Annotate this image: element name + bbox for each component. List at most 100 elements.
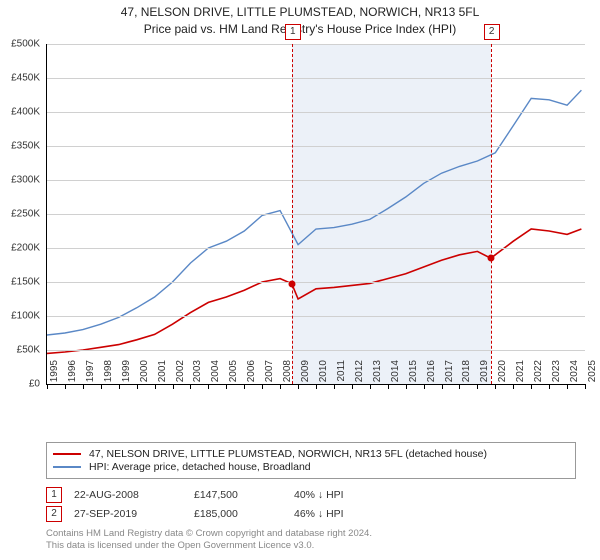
x-axis-label: 2000 bbox=[139, 360, 150, 390]
event-number-box: 2 bbox=[484, 24, 500, 40]
x-tick bbox=[280, 384, 281, 389]
legend-row-1: HPI: Average price, detached house, Broa… bbox=[53, 461, 569, 473]
x-axis-label: 2014 bbox=[390, 360, 401, 390]
x-axis-label: 2018 bbox=[461, 360, 472, 390]
x-axis-label: 2019 bbox=[479, 360, 490, 390]
x-axis-label: 1998 bbox=[103, 360, 114, 390]
legend-box: 47, NELSON DRIVE, LITTLE PLUMSTEAD, NORW… bbox=[46, 442, 576, 479]
x-tick bbox=[406, 384, 407, 389]
x-axis-label: 2009 bbox=[300, 360, 311, 390]
x-axis-label: 2012 bbox=[354, 360, 365, 390]
x-axis-label: 2008 bbox=[282, 360, 293, 390]
y-axis-label: £350K bbox=[11, 141, 40, 152]
y-axis-label: £450K bbox=[11, 73, 40, 84]
event-marker-2: 2 bbox=[46, 506, 62, 522]
x-tick bbox=[334, 384, 335, 389]
x-axis-label: 2021 bbox=[515, 360, 526, 390]
x-axis-label: 2024 bbox=[569, 360, 580, 390]
x-tick bbox=[155, 384, 156, 389]
legend-swatch-1 bbox=[53, 466, 81, 468]
event-delta-1: 46% ↓ HPI bbox=[294, 508, 384, 520]
x-tick bbox=[298, 384, 299, 389]
x-axis-label: 1995 bbox=[49, 360, 60, 390]
y-axis-label: £100K bbox=[11, 311, 40, 322]
y-axis-label: £300K bbox=[11, 175, 40, 186]
y-axis-label: £400K bbox=[11, 107, 40, 118]
gridline bbox=[47, 78, 585, 79]
x-axis-label: 2011 bbox=[336, 360, 347, 390]
gridline bbox=[47, 112, 585, 113]
event-price-1: £185,000 bbox=[194, 508, 294, 520]
y-axis-label: £150K bbox=[11, 277, 40, 288]
gridline bbox=[47, 248, 585, 249]
event-marker-1: 1 bbox=[46, 487, 62, 503]
x-axis-label: 1997 bbox=[85, 360, 96, 390]
y-axis-label: £50K bbox=[17, 345, 40, 356]
legend-row-0: 47, NELSON DRIVE, LITTLE PLUMSTEAD, NORW… bbox=[53, 448, 569, 460]
x-axis-label: 2023 bbox=[551, 360, 562, 390]
y-axis-label: £200K bbox=[11, 243, 40, 254]
plot-region: 12 bbox=[46, 44, 585, 385]
x-axis-label: 2004 bbox=[210, 360, 221, 390]
gridline bbox=[47, 44, 585, 45]
x-axis-label: 2013 bbox=[372, 360, 383, 390]
event-price-0: £147,500 bbox=[194, 489, 294, 501]
x-tick bbox=[567, 384, 568, 389]
gridline bbox=[47, 146, 585, 147]
event-number-box: 1 bbox=[285, 24, 301, 40]
x-axis-label: 2003 bbox=[192, 360, 203, 390]
event-vline bbox=[491, 44, 492, 384]
x-axis-label: 2017 bbox=[444, 360, 455, 390]
x-tick bbox=[388, 384, 389, 389]
event-marker-dot bbox=[487, 255, 494, 262]
x-tick bbox=[83, 384, 84, 389]
x-axis-label: 1999 bbox=[121, 360, 132, 390]
event-date-1: 27-SEP-2019 bbox=[74, 508, 194, 520]
x-tick bbox=[101, 384, 102, 389]
y-axis-label: £500K bbox=[11, 39, 40, 50]
chart-area: 12 £0£50K£100K£150K£200K£250K£300K£350K£… bbox=[46, 44, 584, 404]
y-axis-label: £0 bbox=[29, 379, 40, 390]
x-axis-label: 2005 bbox=[228, 360, 239, 390]
x-axis-label: 2007 bbox=[264, 360, 275, 390]
footnote: Contains HM Land Registry data © Crown c… bbox=[46, 528, 372, 553]
y-axis-label: £250K bbox=[11, 209, 40, 220]
series-line bbox=[47, 90, 581, 335]
footnote-line-2: This data is licensed under the Open Gov… bbox=[46, 540, 372, 552]
x-axis-label: 2010 bbox=[318, 360, 329, 390]
x-tick bbox=[47, 384, 48, 389]
gridline bbox=[47, 316, 585, 317]
x-axis-label: 2001 bbox=[157, 360, 168, 390]
event-vline bbox=[292, 44, 293, 384]
event-row-0: 1 22-AUG-2008 £147,500 40% ↓ HPI bbox=[46, 487, 384, 503]
x-tick bbox=[585, 384, 586, 389]
gridline bbox=[47, 350, 585, 351]
x-tick bbox=[370, 384, 371, 389]
legend-swatch-0 bbox=[53, 453, 81, 455]
x-tick bbox=[119, 384, 120, 389]
event-marker-dot bbox=[288, 280, 295, 287]
x-axis-label: 2016 bbox=[426, 360, 437, 390]
event-row-1: 2 27-SEP-2019 £185,000 46% ↓ HPI bbox=[46, 506, 384, 522]
x-axis-label: 2006 bbox=[246, 360, 257, 390]
gridline bbox=[47, 180, 585, 181]
event-delta-0: 40% ↓ HPI bbox=[294, 489, 384, 501]
x-axis-label: 2025 bbox=[587, 360, 598, 390]
x-axis-label: 2020 bbox=[497, 360, 508, 390]
x-tick bbox=[65, 384, 66, 389]
x-axis-label: 2002 bbox=[175, 360, 186, 390]
x-tick bbox=[424, 384, 425, 389]
x-axis-label: 1996 bbox=[67, 360, 78, 390]
gridline bbox=[47, 282, 585, 283]
x-tick bbox=[173, 384, 174, 389]
legend-label-0: 47, NELSON DRIVE, LITTLE PLUMSTEAD, NORW… bbox=[89, 448, 487, 460]
title-line-1: 47, NELSON DRIVE, LITTLE PLUMSTEAD, NORW… bbox=[0, 4, 600, 21]
footnote-line-1: Contains HM Land Registry data © Crown c… bbox=[46, 528, 372, 540]
x-tick bbox=[316, 384, 317, 389]
x-tick bbox=[352, 384, 353, 389]
chart-container: 47, NELSON DRIVE, LITTLE PLUMSTEAD, NORW… bbox=[0, 0, 600, 560]
legend-label-1: HPI: Average price, detached house, Broa… bbox=[89, 461, 311, 473]
x-axis-label: 2015 bbox=[408, 360, 419, 390]
x-axis-label: 2022 bbox=[533, 360, 544, 390]
event-table: 1 22-AUG-2008 £147,500 40% ↓ HPI 2 27-SE… bbox=[46, 484, 384, 525]
